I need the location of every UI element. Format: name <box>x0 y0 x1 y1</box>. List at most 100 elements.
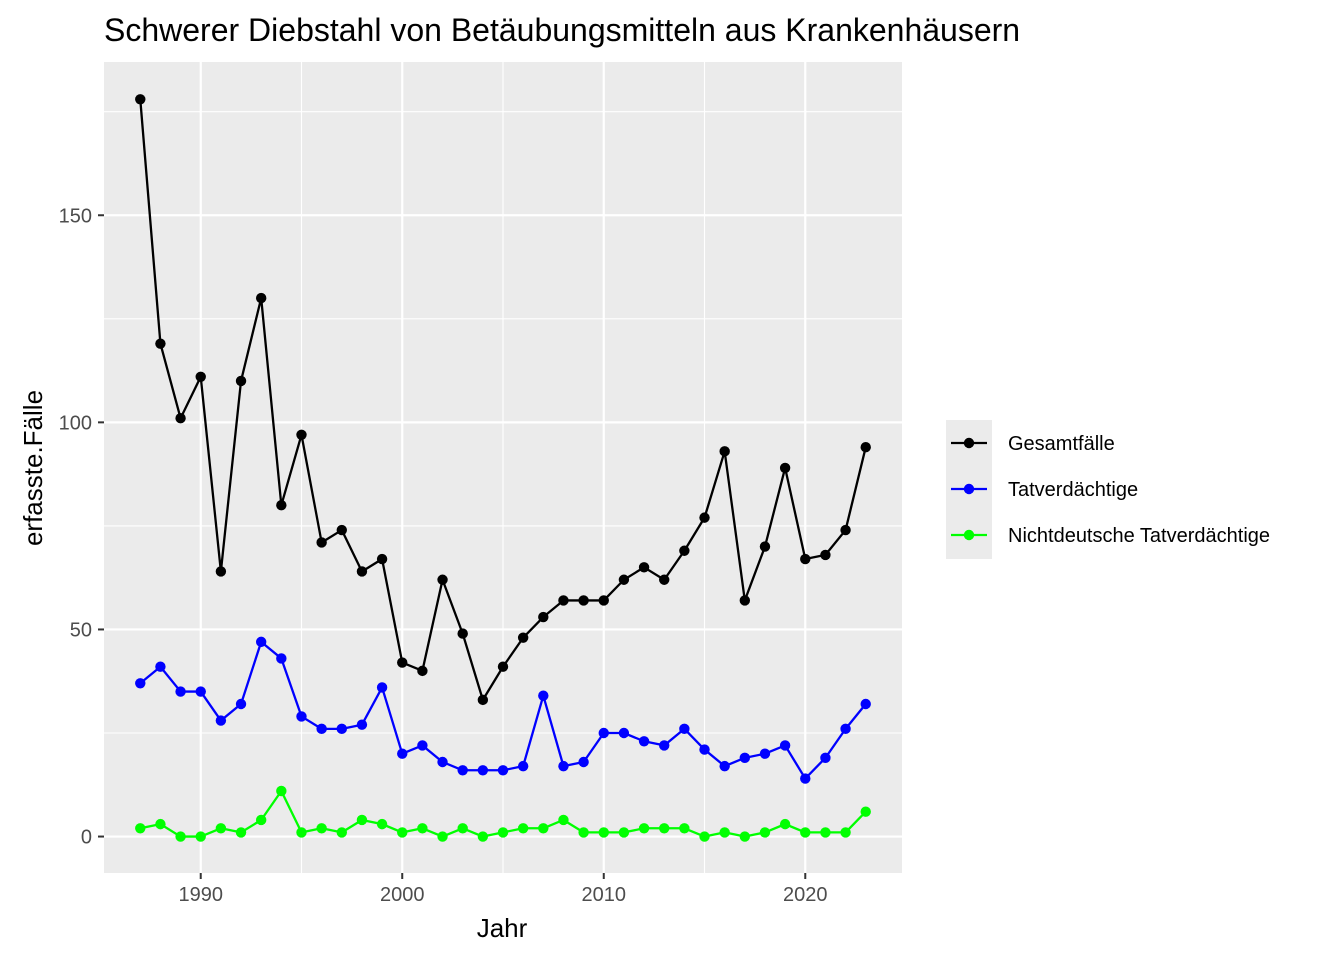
data-point <box>316 823 327 834</box>
data-point <box>437 831 448 842</box>
legend-label: Tatverdächtige <box>1008 479 1138 501</box>
data-point <box>195 686 206 697</box>
data-point <box>800 827 811 838</box>
x-tick-label: 2000 <box>380 884 425 906</box>
data-point <box>517 760 529 772</box>
data-point <box>538 611 549 623</box>
data-point <box>759 541 771 552</box>
data-point <box>255 814 267 826</box>
data-point <box>497 765 509 776</box>
y-tick-label: 100 <box>59 412 92 434</box>
data-point <box>235 827 247 838</box>
data-point <box>840 723 851 735</box>
data-point <box>215 566 227 577</box>
data-point <box>457 628 468 639</box>
y-tick-label: 0 <box>81 827 92 849</box>
data-point <box>417 740 428 751</box>
data-point <box>719 827 730 838</box>
data-point <box>356 719 368 730</box>
data-point <box>135 678 146 689</box>
data-point <box>316 537 327 548</box>
data-point <box>397 827 408 838</box>
data-point <box>155 338 166 349</box>
data-point <box>779 462 791 474</box>
data-point <box>376 818 388 830</box>
data-point <box>779 740 791 751</box>
data-point <box>719 760 730 772</box>
data-point <box>255 636 267 648</box>
data-point <box>659 740 670 751</box>
data-point <box>417 823 428 834</box>
data-point <box>155 818 166 830</box>
legend-key-point <box>963 529 975 541</box>
data-point <box>497 661 509 672</box>
data-point <box>679 823 690 834</box>
data-point <box>739 752 751 764</box>
data-point <box>598 727 609 739</box>
data-point <box>840 827 851 838</box>
data-point <box>376 682 388 693</box>
data-point <box>679 723 690 735</box>
data-point <box>336 524 347 536</box>
legend-key-point <box>963 437 975 449</box>
data-point <box>175 831 186 842</box>
data-point <box>497 827 509 838</box>
data-point <box>296 429 307 440</box>
data-point <box>618 727 630 739</box>
data-point <box>598 595 609 606</box>
data-point <box>779 818 791 830</box>
data-point <box>356 566 368 577</box>
legend-key-point <box>963 483 975 495</box>
data-point <box>276 499 287 511</box>
data-point <box>820 752 831 764</box>
data-point <box>376 553 388 565</box>
data-point <box>296 711 307 722</box>
data-point <box>578 756 589 768</box>
data-point <box>820 549 831 561</box>
data-point <box>135 823 146 834</box>
data-point <box>195 831 206 842</box>
series-layer <box>135 94 871 842</box>
data-point <box>437 756 448 768</box>
data-point <box>659 574 670 585</box>
data-point <box>255 292 267 304</box>
data-point <box>558 595 569 606</box>
data-point <box>437 574 448 585</box>
chart-title: Schwerer Diebstahl von Betäubungsmitteln… <box>104 12 1020 48</box>
data-point <box>719 446 730 457</box>
legend-label: Nichtdeutsche Tatverdächtige <box>1008 525 1270 547</box>
data-point <box>477 831 489 842</box>
data-point <box>135 94 146 105</box>
data-point <box>739 831 751 842</box>
data-point <box>336 827 347 838</box>
y-axis-title: erfasste.Fälle <box>18 390 48 546</box>
data-point <box>195 371 206 382</box>
data-point <box>155 661 166 672</box>
data-point <box>679 545 690 556</box>
data-point <box>739 595 751 606</box>
data-point <box>699 744 710 755</box>
data-point <box>457 765 468 776</box>
data-point <box>659 823 670 834</box>
x-tick-label: 2020 <box>783 884 828 906</box>
data-point <box>417 665 428 677</box>
y-tick-label: 50 <box>70 619 92 641</box>
data-point <box>699 831 710 842</box>
data-point <box>860 806 871 817</box>
x-axis-title: Jahr <box>477 913 528 943</box>
series-0 <box>135 94 871 706</box>
data-point <box>477 694 489 706</box>
legend-label: Gesamtfälle <box>1008 433 1115 455</box>
data-point <box>538 823 549 834</box>
data-point <box>759 827 771 838</box>
data-point <box>638 736 650 747</box>
data-point <box>578 827 589 838</box>
axis-ticks: 1990 2000 2010 2020 0 50 100 150 <box>59 205 828 906</box>
data-point <box>598 827 609 838</box>
y-tick-label: 150 <box>59 205 92 227</box>
data-point <box>457 823 468 834</box>
data-point <box>840 524 851 536</box>
data-point <box>296 827 307 838</box>
series-1 <box>135 636 871 784</box>
